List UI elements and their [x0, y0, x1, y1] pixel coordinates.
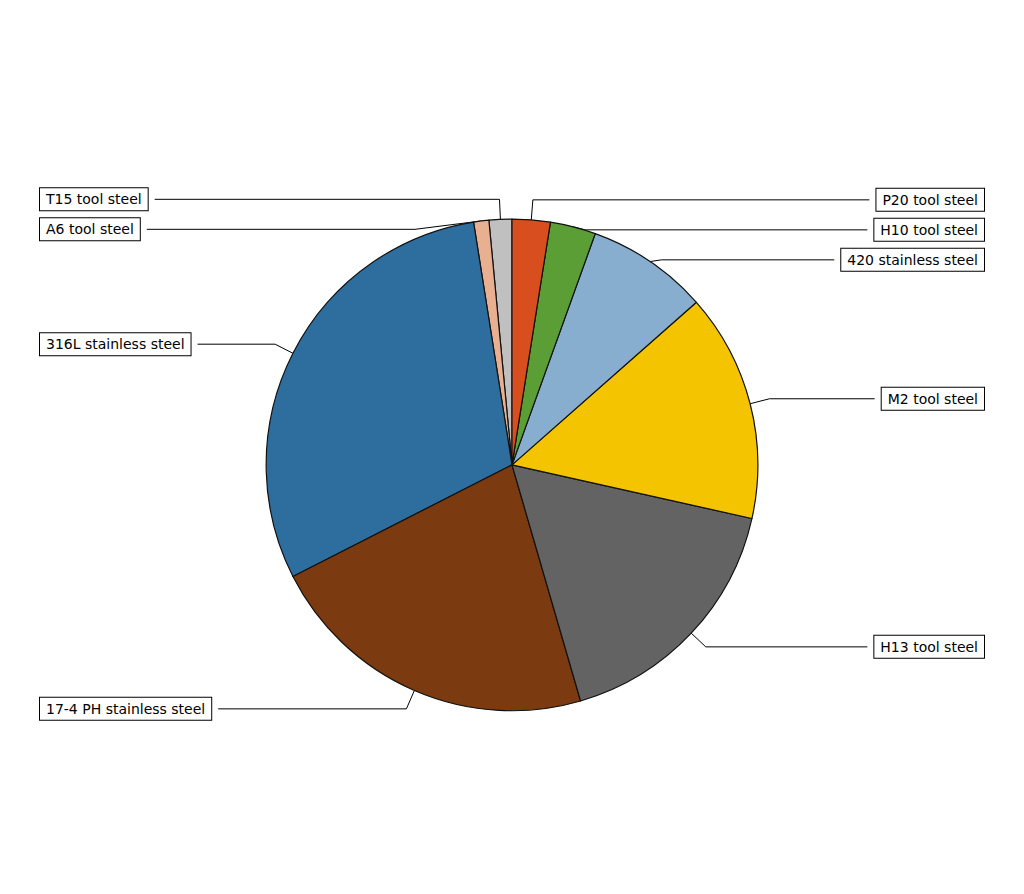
svg-text:M2 tool steel: M2 tool steel — [888, 391, 978, 407]
svg-text:P20 tool steel: P20 tool steel — [882, 192, 978, 208]
svg-text:420 stainless steel: 420 stainless steel — [847, 252, 978, 268]
svg-text:17-4 PH stainless steel: 17-4 PH stainless steel — [46, 701, 205, 717]
svg-text:A6 tool steel: A6 tool steel — [46, 221, 134, 237]
svg-text:H13 tool steel: H13 tool steel — [880, 639, 978, 655]
svg-text:T15 tool steel: T15 tool steel — [45, 191, 142, 207]
svg-text:316L stainless steel: 316L stainless steel — [46, 336, 185, 352]
svg-text:H10 tool steel: H10 tool steel — [880, 222, 978, 238]
